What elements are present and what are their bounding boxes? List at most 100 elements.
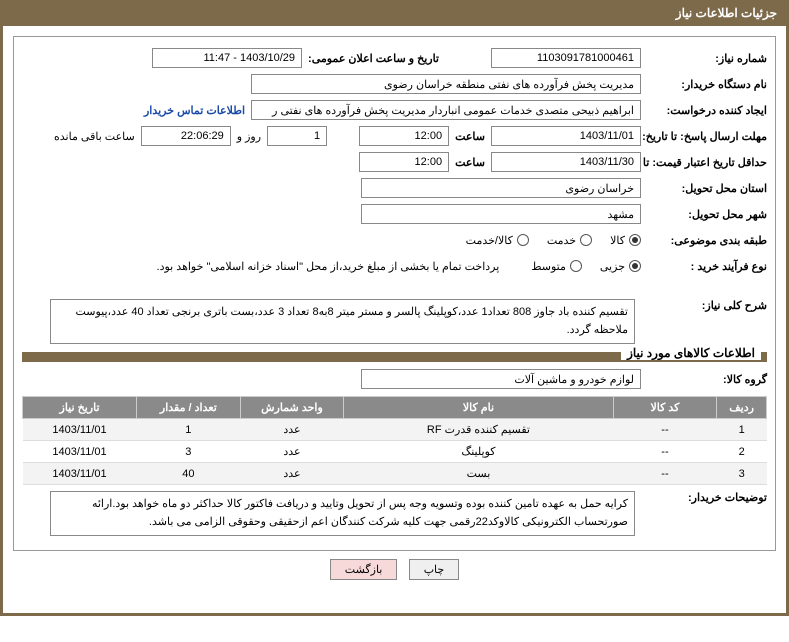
radio-group-subject: کالا خدمت کالا/خدمت bbox=[466, 234, 641, 247]
label-time-1: ساعت bbox=[455, 130, 485, 143]
radio-icon bbox=[580, 234, 592, 246]
label-requester: ایجاد کننده درخواست: bbox=[647, 104, 767, 117]
value-response-time: 12:00 bbox=[359, 126, 449, 146]
buy-type-option[interactable]: متوسط bbox=[531, 260, 582, 273]
table-cell: کوپلینگ bbox=[344, 441, 613, 463]
table-cell: 1 bbox=[717, 419, 767, 441]
label-need-number: شماره نیاز: bbox=[647, 52, 767, 65]
content-frame: شماره نیاز: 1103091781000461 تاریخ و ساع… bbox=[13, 36, 776, 551]
table-header-cell: تعداد / مقدار bbox=[137, 397, 241, 419]
value-province: خراسان رضوی bbox=[361, 178, 641, 198]
table-cell: -- bbox=[613, 419, 717, 441]
table-cell: بست bbox=[344, 463, 613, 485]
radio-label: متوسط bbox=[531, 260, 566, 273]
radio-icon bbox=[629, 234, 641, 246]
value-validity-date: 1403/11/30 bbox=[491, 152, 641, 172]
radio-label: خدمت bbox=[547, 234, 576, 247]
label-time-2: ساعت bbox=[455, 156, 485, 169]
radio-icon bbox=[517, 234, 529, 246]
label-city: شهر محل تحویل: bbox=[647, 208, 767, 221]
section-goods-title: اطلاعات کالاهای مورد نیاز bbox=[22, 352, 767, 362]
table-cell: -- bbox=[613, 463, 717, 485]
table-cell: عدد bbox=[240, 441, 344, 463]
radio-label: کالا bbox=[610, 234, 625, 247]
table-cell: عدد bbox=[240, 463, 344, 485]
table-header-cell: ردیف bbox=[717, 397, 767, 419]
buyer-contact-link[interactable]: اطلاعات تماس خریدار bbox=[144, 104, 245, 117]
table-row: 2--کوپلینگعدد31403/11/01 bbox=[23, 441, 767, 463]
value-remaining-time: 22:06:29 bbox=[141, 126, 231, 146]
value-remaining-days: 1 bbox=[267, 126, 327, 146]
table-row: 1--تقسیم کننده قدرت RFعدد11403/11/01 bbox=[23, 419, 767, 441]
value-validity-time: 12:00 bbox=[359, 152, 449, 172]
label-province: استان محل تحویل: bbox=[647, 182, 767, 195]
label-days-and: روز و bbox=[237, 130, 261, 143]
row-buyer-notes: توضیحات خریدار: کرایه حمل به عهده تامین … bbox=[22, 491, 767, 536]
table-header-cell: کد کالا bbox=[613, 397, 717, 419]
label-buyer-notes: توضیحات خریدار: bbox=[647, 491, 767, 504]
row-overall-description: شرح کلی نیاز: تقسیم کننده باد جاوز 808 ت… bbox=[22, 299, 767, 344]
radio-label: کالا/خدمت bbox=[466, 234, 513, 247]
row-requester: ایجاد کننده درخواست: ابراهیم ذبیحی متصدی… bbox=[22, 99, 767, 121]
value-announce-datetime: 1403/10/29 - 11:47 bbox=[152, 48, 302, 68]
row-city: شهر محل تحویل: مشهد bbox=[22, 203, 767, 225]
main-frame: AriaTender.net شماره نیاز: 1103091781000… bbox=[0, 26, 789, 616]
table-cell: -- bbox=[613, 441, 717, 463]
table-row: 3--بستعدد401403/11/01 bbox=[23, 463, 767, 485]
value-response-date: 1403/11/01 bbox=[491, 126, 641, 146]
radio-group-buy-type: جزیی متوسط bbox=[531, 260, 641, 273]
subject-option[interactable]: کالا bbox=[610, 234, 641, 247]
label-remaining: ساعت باقی مانده bbox=[54, 130, 135, 143]
label-goods-group: گروه کالا: bbox=[647, 373, 767, 386]
value-need-number: 1103091781000461 bbox=[491, 48, 641, 68]
radio-label: جزیی bbox=[600, 260, 625, 273]
row-buyer-org: نام دستگاه خریدار: مدیریت پخش فرآورده ها… bbox=[22, 73, 767, 95]
label-buyer-org: نام دستگاه خریدار: bbox=[647, 78, 767, 91]
table-header-cell: واحد شمارش bbox=[240, 397, 344, 419]
page-title: جزئیات اطلاعات نیاز bbox=[676, 6, 777, 20]
table-header-row: ردیفکد کالانام کالاواحد شمارشتعداد / مقد… bbox=[23, 397, 767, 419]
label-overall-description: شرح کلی نیاز: bbox=[647, 299, 767, 312]
label-response-deadline: مهلت ارسال پاسخ: تا تاریخ: bbox=[647, 130, 767, 143]
label-buy-type: نوع فرآیند خرید : bbox=[647, 260, 767, 273]
table-cell: عدد bbox=[240, 419, 344, 441]
table-cell: 40 bbox=[137, 463, 241, 485]
row-buy-type: نوع فرآیند خرید : جزیی متوسط پرداخت تمام … bbox=[22, 255, 767, 277]
table-cell: 3 bbox=[717, 463, 767, 485]
radio-icon bbox=[629, 260, 641, 272]
row-subject-category: طبقه بندی موضوعی: کالا خدمت کالا/خدمت bbox=[22, 229, 767, 251]
table-header-cell: تاریخ نیاز bbox=[23, 397, 137, 419]
table-cell: 1 bbox=[137, 419, 241, 441]
row-province: استان محل تحویل: خراسان رضوی bbox=[22, 177, 767, 199]
row-validity: حداقل تاریخ اعتبار قیمت: تا تاریخ: 1403/… bbox=[22, 151, 767, 173]
table-cell: 1403/11/01 bbox=[23, 441, 137, 463]
table-header-cell: نام کالا bbox=[344, 397, 613, 419]
radio-icon bbox=[570, 260, 582, 272]
button-row: چاپ بازگشت bbox=[13, 559, 776, 580]
value-buyer-org: مدیریت پخش فرآورده های نفتی منطقه خراسان… bbox=[251, 74, 641, 94]
label-announce-datetime: تاریخ و ساعت اعلان عمومی: bbox=[308, 52, 439, 65]
table-cell: 1403/11/01 bbox=[23, 463, 137, 485]
page-header: جزئیات اطلاعات نیاز bbox=[0, 0, 789, 26]
value-city: مشهد bbox=[361, 204, 641, 224]
table-cell: 1403/11/01 bbox=[23, 419, 137, 441]
table-cell: 2 bbox=[717, 441, 767, 463]
subject-option[interactable]: کالا/خدمت bbox=[466, 234, 529, 247]
label-subject-category: طبقه بندی موضوعی: bbox=[647, 234, 767, 247]
subject-option[interactable]: خدمت bbox=[547, 234, 592, 247]
value-buyer-notes: کرایه حمل به عهده تامین کننده بوده وتسوی… bbox=[50, 491, 635, 536]
row-goods-group: گروه کالا: لوازم خودرو و ماشین آلات bbox=[22, 368, 767, 390]
table-cell: 3 bbox=[137, 441, 241, 463]
buy-type-note: پرداخت تمام یا بخشی از مبلغ خرید،از محل … bbox=[157, 260, 500, 273]
buy-type-option[interactable]: جزیی bbox=[600, 260, 641, 273]
goods-table: ردیفکد کالانام کالاواحد شمارشتعداد / مقد… bbox=[22, 396, 767, 485]
row-need-number: شماره نیاز: 1103091781000461 تاریخ و ساع… bbox=[22, 47, 767, 69]
label-validity: حداقل تاریخ اعتبار قیمت: تا تاریخ: bbox=[647, 156, 767, 169]
value-goods-group: لوازم خودرو و ماشین آلات bbox=[361, 369, 641, 389]
row-response-deadline: مهلت ارسال پاسخ: تا تاریخ: 1403/11/01 سا… bbox=[22, 125, 767, 147]
value-overall-description: تقسیم کننده باد جاوز 808 تعداد1 عدد،کوپل… bbox=[50, 299, 635, 344]
table-cell: تقسیم کننده قدرت RF bbox=[344, 419, 613, 441]
back-button[interactable]: بازگشت bbox=[330, 559, 398, 580]
print-button[interactable]: چاپ bbox=[409, 559, 460, 580]
value-requester: ابراهیم ذبیحی متصدی خدمات عمومی انباردار… bbox=[251, 100, 641, 120]
